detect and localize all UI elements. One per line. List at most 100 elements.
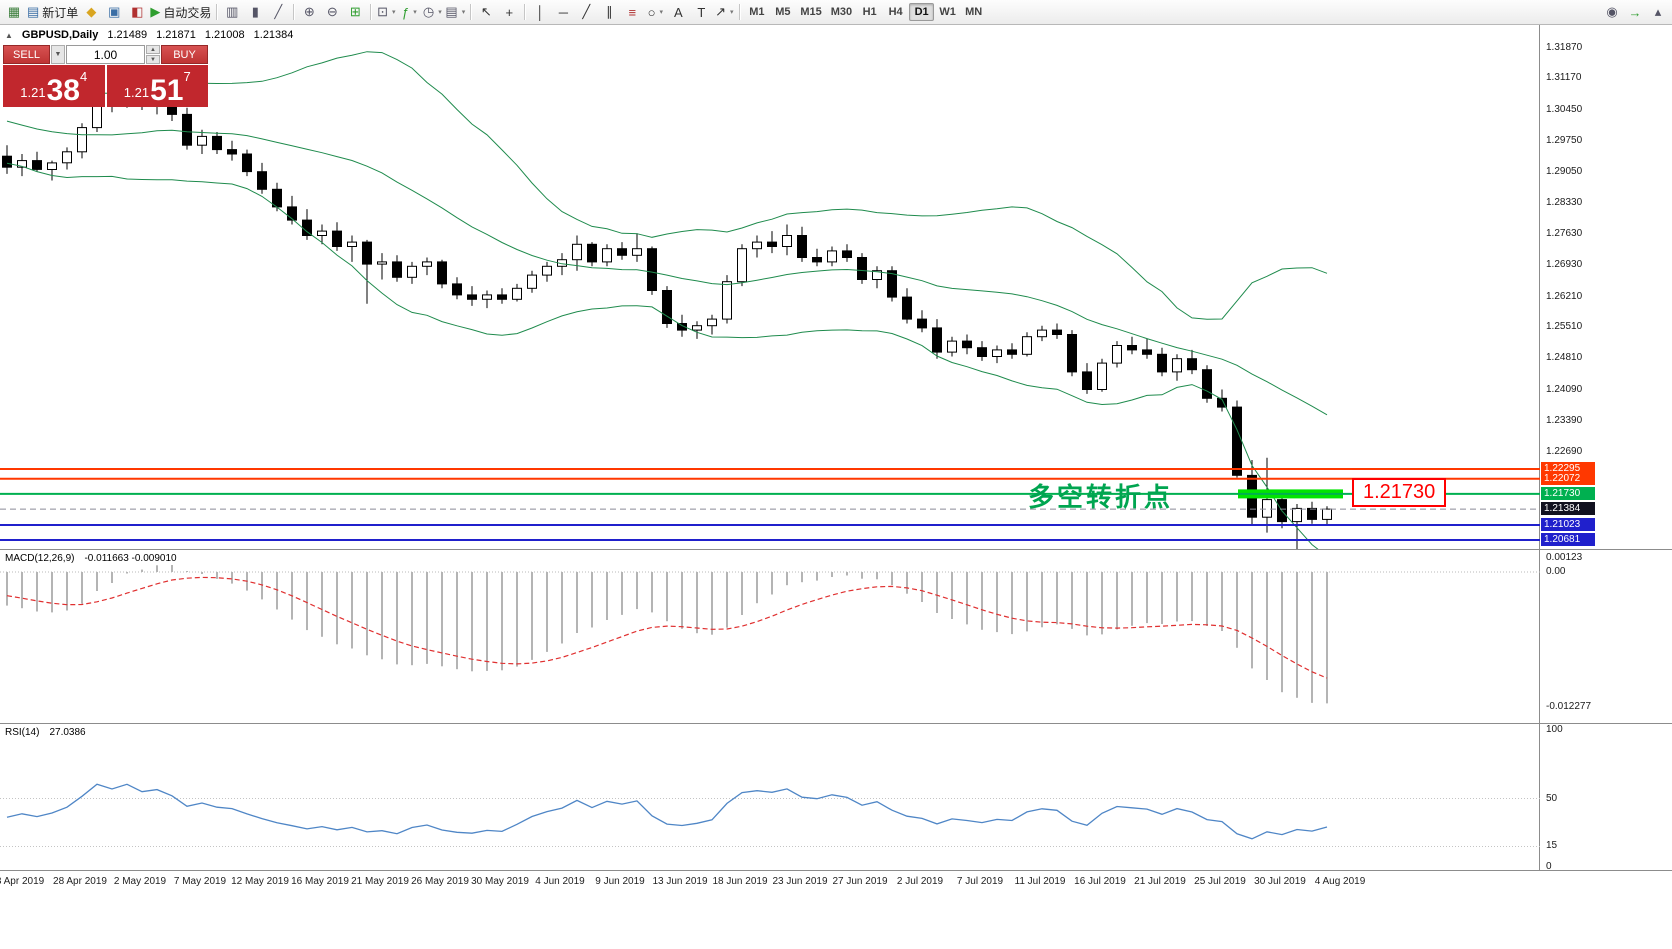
new-chart-button[interactable]: ▦ <box>3 2 25 22</box>
navigator-button[interactable]: ◧ <box>126 2 148 22</box>
sell-price-box[interactable]: 1.21 38 4 <box>3 65 105 107</box>
marketwatch-icon: ◆ <box>86 4 97 19</box>
macd-scale-label: 0.00 <box>1546 566 1566 577</box>
shapes-tool-dropdown-icon[interactable]: ▾ <box>659 9 664 16</box>
new-order-button[interactable]: ▤ 新订单 <box>26 2 79 22</box>
chart-header: ▲ GBPUSD,Daily 1.21489 1.21871 1.21008 1… <box>5 29 293 41</box>
channel-tool-button[interactable]: ∥ <box>598 2 620 22</box>
indicators-dropdown-icon[interactable]: ▾ <box>413 9 417 16</box>
macd-label: MACD(12,26,9) -0.011663 -0.009010 <box>5 553 177 564</box>
horizontal-line-tool-icon: ─ <box>558 4 568 20</box>
buy-button[interactable]: BUY <box>161 45 208 64</box>
price-tick-label: 1.24810 <box>1546 352 1583 364</box>
line-chart-mode-button[interactable]: ╱ <box>267 2 289 22</box>
date-label: 2 May 2019 <box>113 876 167 887</box>
rsi-scale-label: 100 <box>1546 724 1563 735</box>
macd-values: -0.011663 -0.009010 <box>84 553 177 564</box>
autotrading-label: 自动交易 <box>163 5 212 20</box>
collapse-panel-icon[interactable]: ▲ <box>5 30 13 40</box>
timeframe-h4[interactable]: H4 <box>883 3 908 21</box>
date-label: 30 Jul 2019 <box>1254 876 1306 887</box>
channel-tool-icon: ∥ <box>606 4 613 19</box>
macd-name: MACD(12,26,9) <box>5 553 75 564</box>
price-tick-label: 1.28330 <box>1546 197 1583 209</box>
rsi-canvas[interactable] <box>0 724 1540 870</box>
periods-dropdown-icon[interactable]: ▾ <box>438 9 442 16</box>
cursor-button[interactable]: ↖ <box>475 2 497 22</box>
trendline-tool-button[interactable]: ╱ <box>575 2 597 22</box>
macd-canvas[interactable] <box>0 550 1540 723</box>
volume-up-icon[interactable]: ▲ <box>146 45 160 54</box>
autotrading-button[interactable]: ▶ 自动交易 <box>149 2 212 22</box>
timeframe-w1[interactable]: W1 <box>935 3 960 21</box>
sell-button[interactable]: SELL <box>3 45 50 64</box>
date-label: 30 May 2019 <box>471 876 529 887</box>
templates-button[interactable]: ▤ ▾ <box>444 2 466 22</box>
timeframe-m1[interactable]: M1 <box>744 3 769 21</box>
date-label: 12 May 2019 <box>231 876 289 887</box>
new-chart-icon: ▦ <box>7 4 21 19</box>
date-axis[interactable]: 3 Apr 2019 28 Apr 2019 2 May 2019 7 May 201… <box>0 870 1672 949</box>
templates-dropdown-icon[interactable]: ▾ <box>461 9 466 16</box>
main-chart-canvas[interactable] <box>0 25 1540 549</box>
sell-price-big: 38 <box>46 73 80 107</box>
price-tick-label: 1.26930 <box>1546 258 1583 270</box>
timeframe-m5[interactable]: M5 <box>770 3 795 21</box>
price-callout-box[interactable]: 1.21730 <box>1352 478 1447 507</box>
chart-annotation-text[interactable]: 多空转折点 <box>1028 482 1174 512</box>
bar-chart-mode-button[interactable]: ▥ <box>221 2 243 22</box>
trendline-tool-icon: ╱ <box>582 4 591 19</box>
text-tool-button[interactable]: A <box>667 2 689 22</box>
fibonacci-tool-button[interactable]: ≡ <box>621 2 643 22</box>
timeframe-h1[interactable]: H1 <box>857 3 882 21</box>
arrows-tool-button[interactable]: ↗ ▾ <box>713 2 735 22</box>
shapes-tool-button[interactable]: ○ ▾ <box>644 2 666 22</box>
timeframe-mn[interactable]: MN <box>961 3 986 21</box>
volume-dropdown-icon[interactable]: ▼ <box>51 45 65 64</box>
price-tick-label: 1.30450 <box>1546 104 1583 116</box>
main-chart-panel: ▲ GBPUSD,Daily 1.21489 1.21871 1.21008 1… <box>0 25 1672 549</box>
community-button[interactable]: → <box>1624 2 1646 22</box>
cursor-icon: ↖ <box>480 4 492 19</box>
tile-windows-button[interactable]: ⊞ <box>344 2 366 22</box>
buy-price-box[interactable]: 1.21 51 7 <box>106 65 208 107</box>
volume-input[interactable]: 1.00 <box>66 45 145 64</box>
horizontal-line-tool-button[interactable]: ─ <box>552 2 574 22</box>
date-label: 4 Jun 2019 <box>535 876 585 887</box>
hline-price-label: 1.21023 <box>1541 517 1595 531</box>
rsi-name: RSI(14) <box>5 727 40 738</box>
arrange-windows-button[interactable]: ⊡ ▾ <box>375 2 397 22</box>
date-label: 27 Jun 2019 <box>832 876 888 887</box>
arrange-windows-dropdown-icon[interactable]: ▾ <box>392 9 396 16</box>
one-click-trading-panel: SELL ▼ 1.00 ▲ ▼ BUY 1.21 38 4 1.21 51 <box>3 45 208 107</box>
price-tick-label: 1.29050 <box>1546 165 1583 177</box>
macd-scale-label: -0.012277 <box>1546 701 1592 713</box>
timeframe-d1[interactable]: D1 <box>909 3 935 21</box>
date-label: 25 Jul 2019 <box>1194 876 1246 887</box>
data-window-button[interactable]: ▣ <box>103 2 125 22</box>
candlestick-mode-button[interactable]: ▮ <box>244 2 266 22</box>
sell-price-sup: 4 <box>79 69 88 84</box>
snapshot-button[interactable]: ◉ <box>1601 2 1623 22</box>
price-tick-label: 1.29750 <box>1546 134 1583 146</box>
periods-button[interactable]: ◷ ▾ <box>421 2 443 22</box>
indicators-button[interactable]: ƒ ▾ <box>398 2 420 22</box>
zoom-out-button[interactable]: ⊖ <box>321 2 343 22</box>
arrows-tool-dropdown-icon[interactable]: ▾ <box>730 9 734 16</box>
volume-down-icon[interactable]: ▼ <box>146 55 160 64</box>
text-label-tool-button[interactable]: T <box>690 2 712 22</box>
toolbar-separator <box>524 4 526 20</box>
timeframe-m15[interactable]: M15 <box>796 3 825 21</box>
main-toolbar: ▦ ▤ 新订单 ◆ ▣ ◧ ▶ 自动交易 ▥ ▮ ╱ ⊕ ⊖ ⊞ ⊡ ▾ ƒ ▾ ◷ ▾ ▤ ▾ ↖ + │ ─ ╱ ∥ ≡ ○ ▾ A T ↗ ▾… <box>0 0 1672 25</box>
date-label: 11 Jul 2019 <box>1014 876 1066 887</box>
zoom-in-icon: ⊕ <box>303 4 315 19</box>
zoom-in-button[interactable]: ⊕ <box>298 2 320 22</box>
vertical-line-tool-button[interactable]: │ <box>529 2 551 22</box>
marketwatch-button[interactable]: ◆ <box>80 2 102 22</box>
buy-price-small: 1.21 <box>123 85 150 100</box>
toolbar-overflow-button[interactable]: ▴ <box>1647 2 1669 22</box>
timeframe-m30[interactable]: M30 <box>827 3 856 21</box>
toolbar-separator <box>293 4 295 20</box>
crosshair-button[interactable]: + <box>498 2 520 22</box>
hline-price-label: 1.20681 <box>1541 533 1595 547</box>
